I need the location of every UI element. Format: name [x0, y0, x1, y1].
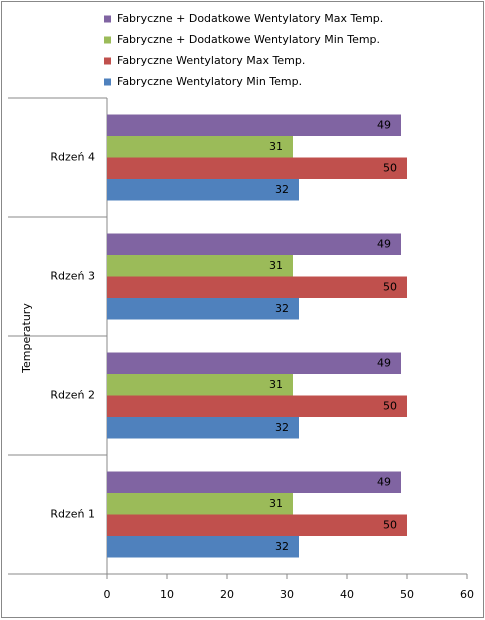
- data-label: 32: [275, 302, 289, 315]
- y-axis-label: Temperatury: [20, 303, 33, 374]
- legend-marker: [104, 36, 111, 44]
- data-label: 50: [383, 399, 397, 412]
- data-label: 32: [275, 183, 289, 196]
- legend-label: Fabryczne + Dodatkowe Wentylatory Max Te…: [117, 12, 383, 25]
- legend-label: Fabryczne Wentylatory Max Temp.: [117, 54, 305, 67]
- bar: [107, 536, 299, 558]
- bar: [107, 352, 401, 374]
- legend-marker: [104, 15, 111, 23]
- data-label: 31: [269, 378, 283, 391]
- bar: [107, 157, 407, 179]
- y-tick-label: Rdzeń 2: [50, 389, 95, 402]
- x-tick-label: 30: [280, 588, 294, 601]
- data-label: 50: [383, 518, 397, 531]
- bar: [107, 374, 293, 396]
- data-label: 49: [377, 237, 391, 250]
- legend-label: Fabryczne + Dodatkowe Wentylatory Min Te…: [117, 33, 380, 46]
- bar: [107, 276, 407, 298]
- bar: [107, 395, 407, 417]
- data-label: 31: [269, 140, 283, 153]
- x-tick-label: 20: [220, 588, 234, 601]
- x-tick-label: 60: [460, 588, 474, 601]
- bar: [107, 136, 293, 158]
- bar: [107, 298, 299, 320]
- data-label: 32: [275, 540, 289, 553]
- y-tick-label: Rdzeń 4: [50, 151, 95, 164]
- bar: [107, 255, 293, 277]
- bar: [107, 493, 293, 515]
- data-label: 50: [383, 161, 397, 174]
- data-label: 49: [377, 475, 391, 488]
- bar: [107, 514, 407, 536]
- bar: [107, 471, 401, 493]
- data-label: 49: [377, 118, 391, 131]
- bar: [107, 233, 401, 255]
- x-tick-label: 0: [104, 588, 111, 601]
- legend-marker: [104, 78, 111, 86]
- y-tick-label: Rdzeń 3: [50, 270, 95, 283]
- x-tick-label: 50: [400, 588, 414, 601]
- bar: [107, 417, 299, 439]
- data-label: 32: [275, 421, 289, 434]
- y-tick-label: Rdzeń 1: [50, 508, 95, 521]
- data-label: 31: [269, 259, 283, 272]
- data-label: 50: [383, 280, 397, 293]
- legend-marker: [104, 57, 111, 65]
- data-label: 31: [269, 497, 283, 510]
- data-label: 49: [377, 356, 391, 369]
- bar: [107, 114, 401, 136]
- x-tick-label: 10: [160, 588, 174, 601]
- legend-label: Fabryczne Wentylatory Min Temp.: [117, 75, 302, 88]
- bar: [107, 179, 299, 201]
- x-tick-label: 40: [340, 588, 354, 601]
